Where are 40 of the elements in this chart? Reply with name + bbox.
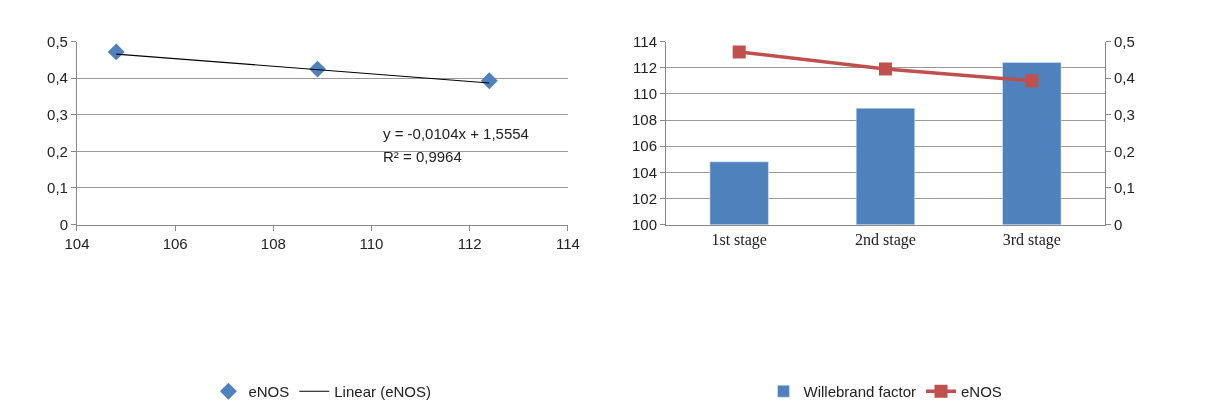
annotation: R² = 0,9964 bbox=[383, 148, 462, 165]
point bbox=[480, 72, 498, 90]
y-tick-label: 114 bbox=[633, 32, 658, 50]
y2-tick-label: 0,3 bbox=[1113, 106, 1135, 124]
legend-label: eNOS bbox=[961, 383, 1002, 401]
y2-tick-label: 0,4 bbox=[1113, 69, 1135, 87]
y-tick-label: 100 bbox=[631, 215, 658, 233]
y-tick-label: 0 bbox=[59, 215, 68, 233]
legend-label: eNOS bbox=[248, 383, 290, 401]
y-tick-label: 0,1 bbox=[47, 179, 68, 197]
y2-tick-label: 0,2 bbox=[1113, 142, 1135, 160]
legend-label: Linear (eNOS) bbox=[334, 383, 431, 401]
y-tick-label: 0,3 bbox=[47, 106, 68, 124]
y-tick-label: 0,5 bbox=[47, 32, 68, 50]
x-tick-label: 110 bbox=[359, 234, 384, 252]
y-tick-label: 112 bbox=[633, 59, 658, 77]
y-tick-label: 110 bbox=[633, 85, 658, 103]
x-tick-label: 1st stage bbox=[711, 230, 767, 249]
point bbox=[732, 45, 746, 59]
x-tick-label: 112 bbox=[457, 234, 482, 252]
point bbox=[878, 62, 892, 76]
x-tick-label: 104 bbox=[64, 234, 90, 252]
point bbox=[1025, 74, 1039, 88]
y-tick-label: 0,4 bbox=[47, 69, 68, 87]
x-tick-label: 3rd stage bbox=[1002, 230, 1061, 249]
y-tick-label: 102 bbox=[631, 189, 658, 207]
y-tick-label: 106 bbox=[631, 137, 658, 155]
point bbox=[107, 43, 125, 61]
y-tick-label: 108 bbox=[631, 111, 658, 129]
y2-tick-label: 0,1 bbox=[1113, 179, 1135, 197]
y2-tick-label: 0 bbox=[1113, 215, 1123, 233]
legend-label: Willebrand factor bbox=[803, 383, 917, 401]
annotation: y = -0,0104x + 1,5554 bbox=[383, 125, 529, 142]
x-tick-label: 2nd stage bbox=[855, 230, 916, 249]
y2-tick-label: 0,5 bbox=[1113, 32, 1135, 50]
x-tick-label: 114 bbox=[555, 234, 580, 252]
y-tick-label: 0,2 bbox=[47, 142, 68, 160]
x-tick-label: 106 bbox=[162, 234, 188, 252]
y-tick-label: 104 bbox=[631, 163, 658, 181]
x-tick-label: 108 bbox=[260, 234, 286, 252]
